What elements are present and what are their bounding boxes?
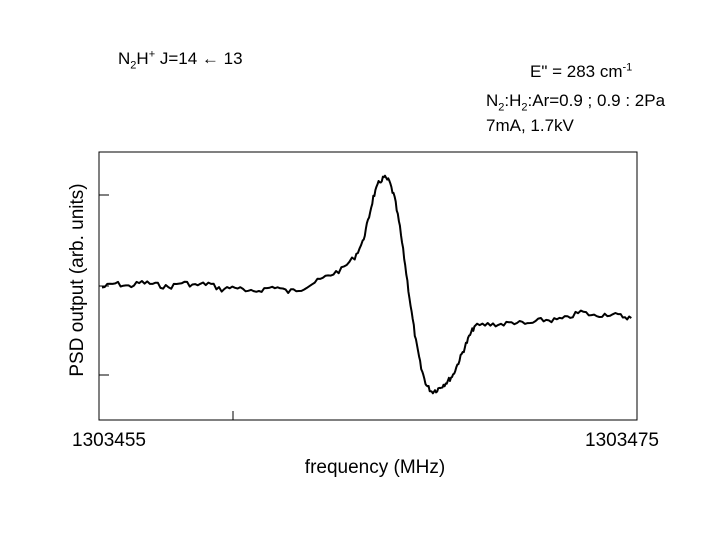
spectrum-title: N2H+ J=14 ← 13 [118,48,243,72]
discharge-label: 7mA, 1.7kV [486,116,574,135]
plot-frame [98,151,638,421]
energy-label: E" = 283 cm-1 [530,61,633,81]
gas-composition-label: N2:H2:Ar=0.9 ; 0.9 : 2Pa [486,91,666,114]
spectrum-trace [101,174,632,395]
x-tick-label-end: 1303475 [585,430,659,451]
x-axis-label: frequency (MHz) [304,457,446,478]
y-axis-label: PSD output (arb. units) [67,183,88,377]
x-tick-label-start: 1303455 [72,430,146,451]
